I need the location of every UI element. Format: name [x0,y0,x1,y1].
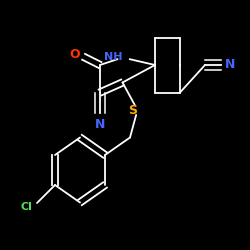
Text: Cl: Cl [20,202,32,212]
Text: O: O [70,48,80,62]
Text: N: N [225,58,235,71]
Text: S: S [128,104,138,117]
Text: N: N [95,118,105,130]
Text: NH: NH [104,52,122,62]
